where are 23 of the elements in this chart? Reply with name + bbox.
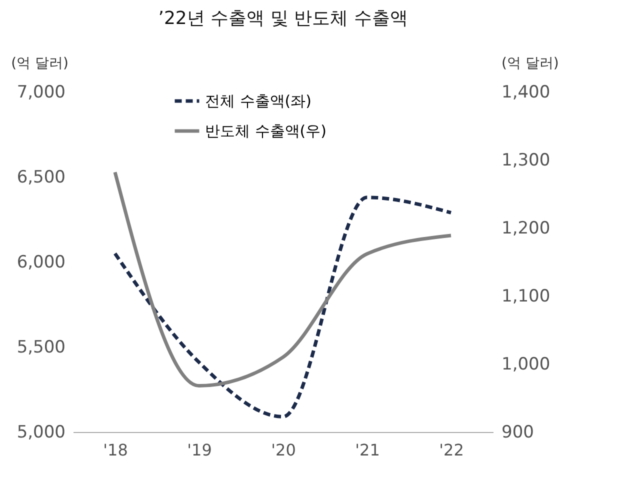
y-tick-label: 7,000: [16, 82, 66, 102]
legend-label: 전체 수출액(좌): [205, 92, 312, 110]
line-series: [113, 196, 453, 418]
y-axis-title: (억 달러): [11, 56, 68, 72]
y2-tick-label: 1,000: [502, 354, 550, 374]
y2-tick-label: 1,300: [502, 150, 550, 170]
line-series: [113, 170, 453, 388]
x-tick-label: '21: [355, 440, 380, 460]
y-tick-label: 6,500: [16, 168, 66, 188]
x-tick-label: '19: [187, 440, 212, 460]
x-tick-label: '18: [103, 440, 128, 460]
y2-tick-label: 1,400: [502, 82, 550, 102]
y2-tick-label: 900: [502, 422, 534, 442]
y-tick-label: 6,000: [16, 252, 66, 272]
legend-label: 반도체 수출액(우): [205, 122, 326, 140]
y2-tick-label: 1,100: [502, 286, 550, 306]
y2-tick-label: 1,200: [502, 218, 550, 238]
y-tick-label: 5,500: [16, 338, 66, 358]
y-tick-label: 5,000: [16, 422, 66, 442]
chart-title: ’22년 수출액 및 반도체 수출액: [158, 8, 408, 29]
y2-axis-title: (억 달러): [502, 56, 559, 72]
x-tick-label: '22: [439, 440, 464, 460]
x-tick-label: '20: [271, 440, 296, 460]
